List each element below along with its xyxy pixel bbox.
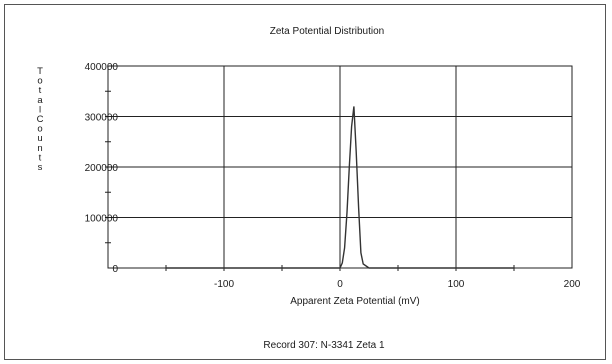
y-axis-label-char: l (39, 104, 41, 115)
y-axis-label-char: o (37, 76, 42, 87)
x-tick-label: 0 (337, 279, 343, 290)
y-axis-label-char: s (38, 162, 43, 173)
x-axis-label: Apparent Zeta Potential (mV) (290, 296, 420, 307)
label-layer: -100 0 100 200 0 100000 200000 300000 400000 (85, 62, 581, 290)
y-axis-label-char: C (37, 114, 44, 125)
chart-caption: Record 307: N-3341 Zeta 1 (263, 340, 385, 351)
tick-layer (105, 90, 515, 271)
y-tick-label: 400000 (85, 62, 119, 73)
y-axis-label-char: t (39, 152, 42, 163)
y-tick-label: 100000 (85, 214, 119, 225)
y-axis-label-char: n (37, 143, 42, 154)
series-line (166, 106, 514, 269)
x-tick-label: 200 (564, 279, 581, 290)
y-axis-label-char: a (37, 95, 43, 106)
y-tick-label: 200000 (85, 163, 119, 174)
y-axis-label-char: o (37, 124, 42, 135)
y-axis-label-char: u (37, 133, 42, 144)
x-tick-label: -100 (214, 279, 234, 290)
chart-title: Zeta Potential Distribution (270, 26, 385, 37)
grid-layer (108, 66, 572, 268)
y-tick-label: 300000 (85, 113, 119, 124)
x-tick-label: 100 (448, 279, 465, 290)
chart-frame (4, 4, 606, 360)
series-layer (166, 106, 514, 269)
y-axis-label-char: t (39, 85, 42, 96)
y-tick-label: 0 (112, 264, 118, 275)
y-axis-label-char: T (37, 66, 43, 77)
